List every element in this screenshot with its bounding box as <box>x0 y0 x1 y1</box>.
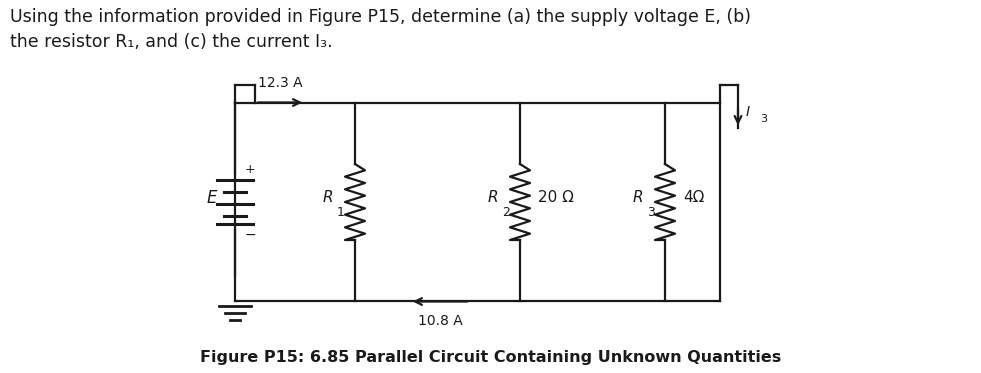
Text: 2: 2 <box>502 206 510 219</box>
Text: Figure P15: 6.85 Parallel Circuit Containing Unknown Quantities: Figure P15: 6.85 Parallel Circuit Contai… <box>200 350 781 365</box>
Text: 3: 3 <box>760 114 767 124</box>
Text: R: R <box>633 189 643 204</box>
Text: 3: 3 <box>647 206 655 219</box>
Text: −: − <box>245 228 257 242</box>
Text: 1: 1 <box>337 206 345 219</box>
Text: I: I <box>746 105 750 119</box>
Text: the resistor R₁, and (c) the current I₃.: the resistor R₁, and (c) the current I₃. <box>10 33 333 51</box>
Text: R: R <box>488 189 498 204</box>
Text: +: + <box>245 163 256 176</box>
Text: 10.8 A: 10.8 A <box>418 314 462 328</box>
Text: 4Ω: 4Ω <box>683 189 704 204</box>
Text: Using the information provided in Figure P15, determine (a) the supply voltage E: Using the information provided in Figure… <box>10 8 751 26</box>
Text: E: E <box>206 189 217 207</box>
Text: 20 Ω: 20 Ω <box>538 189 574 204</box>
Text: 12.3 A: 12.3 A <box>258 76 302 90</box>
Text: R: R <box>323 189 333 204</box>
